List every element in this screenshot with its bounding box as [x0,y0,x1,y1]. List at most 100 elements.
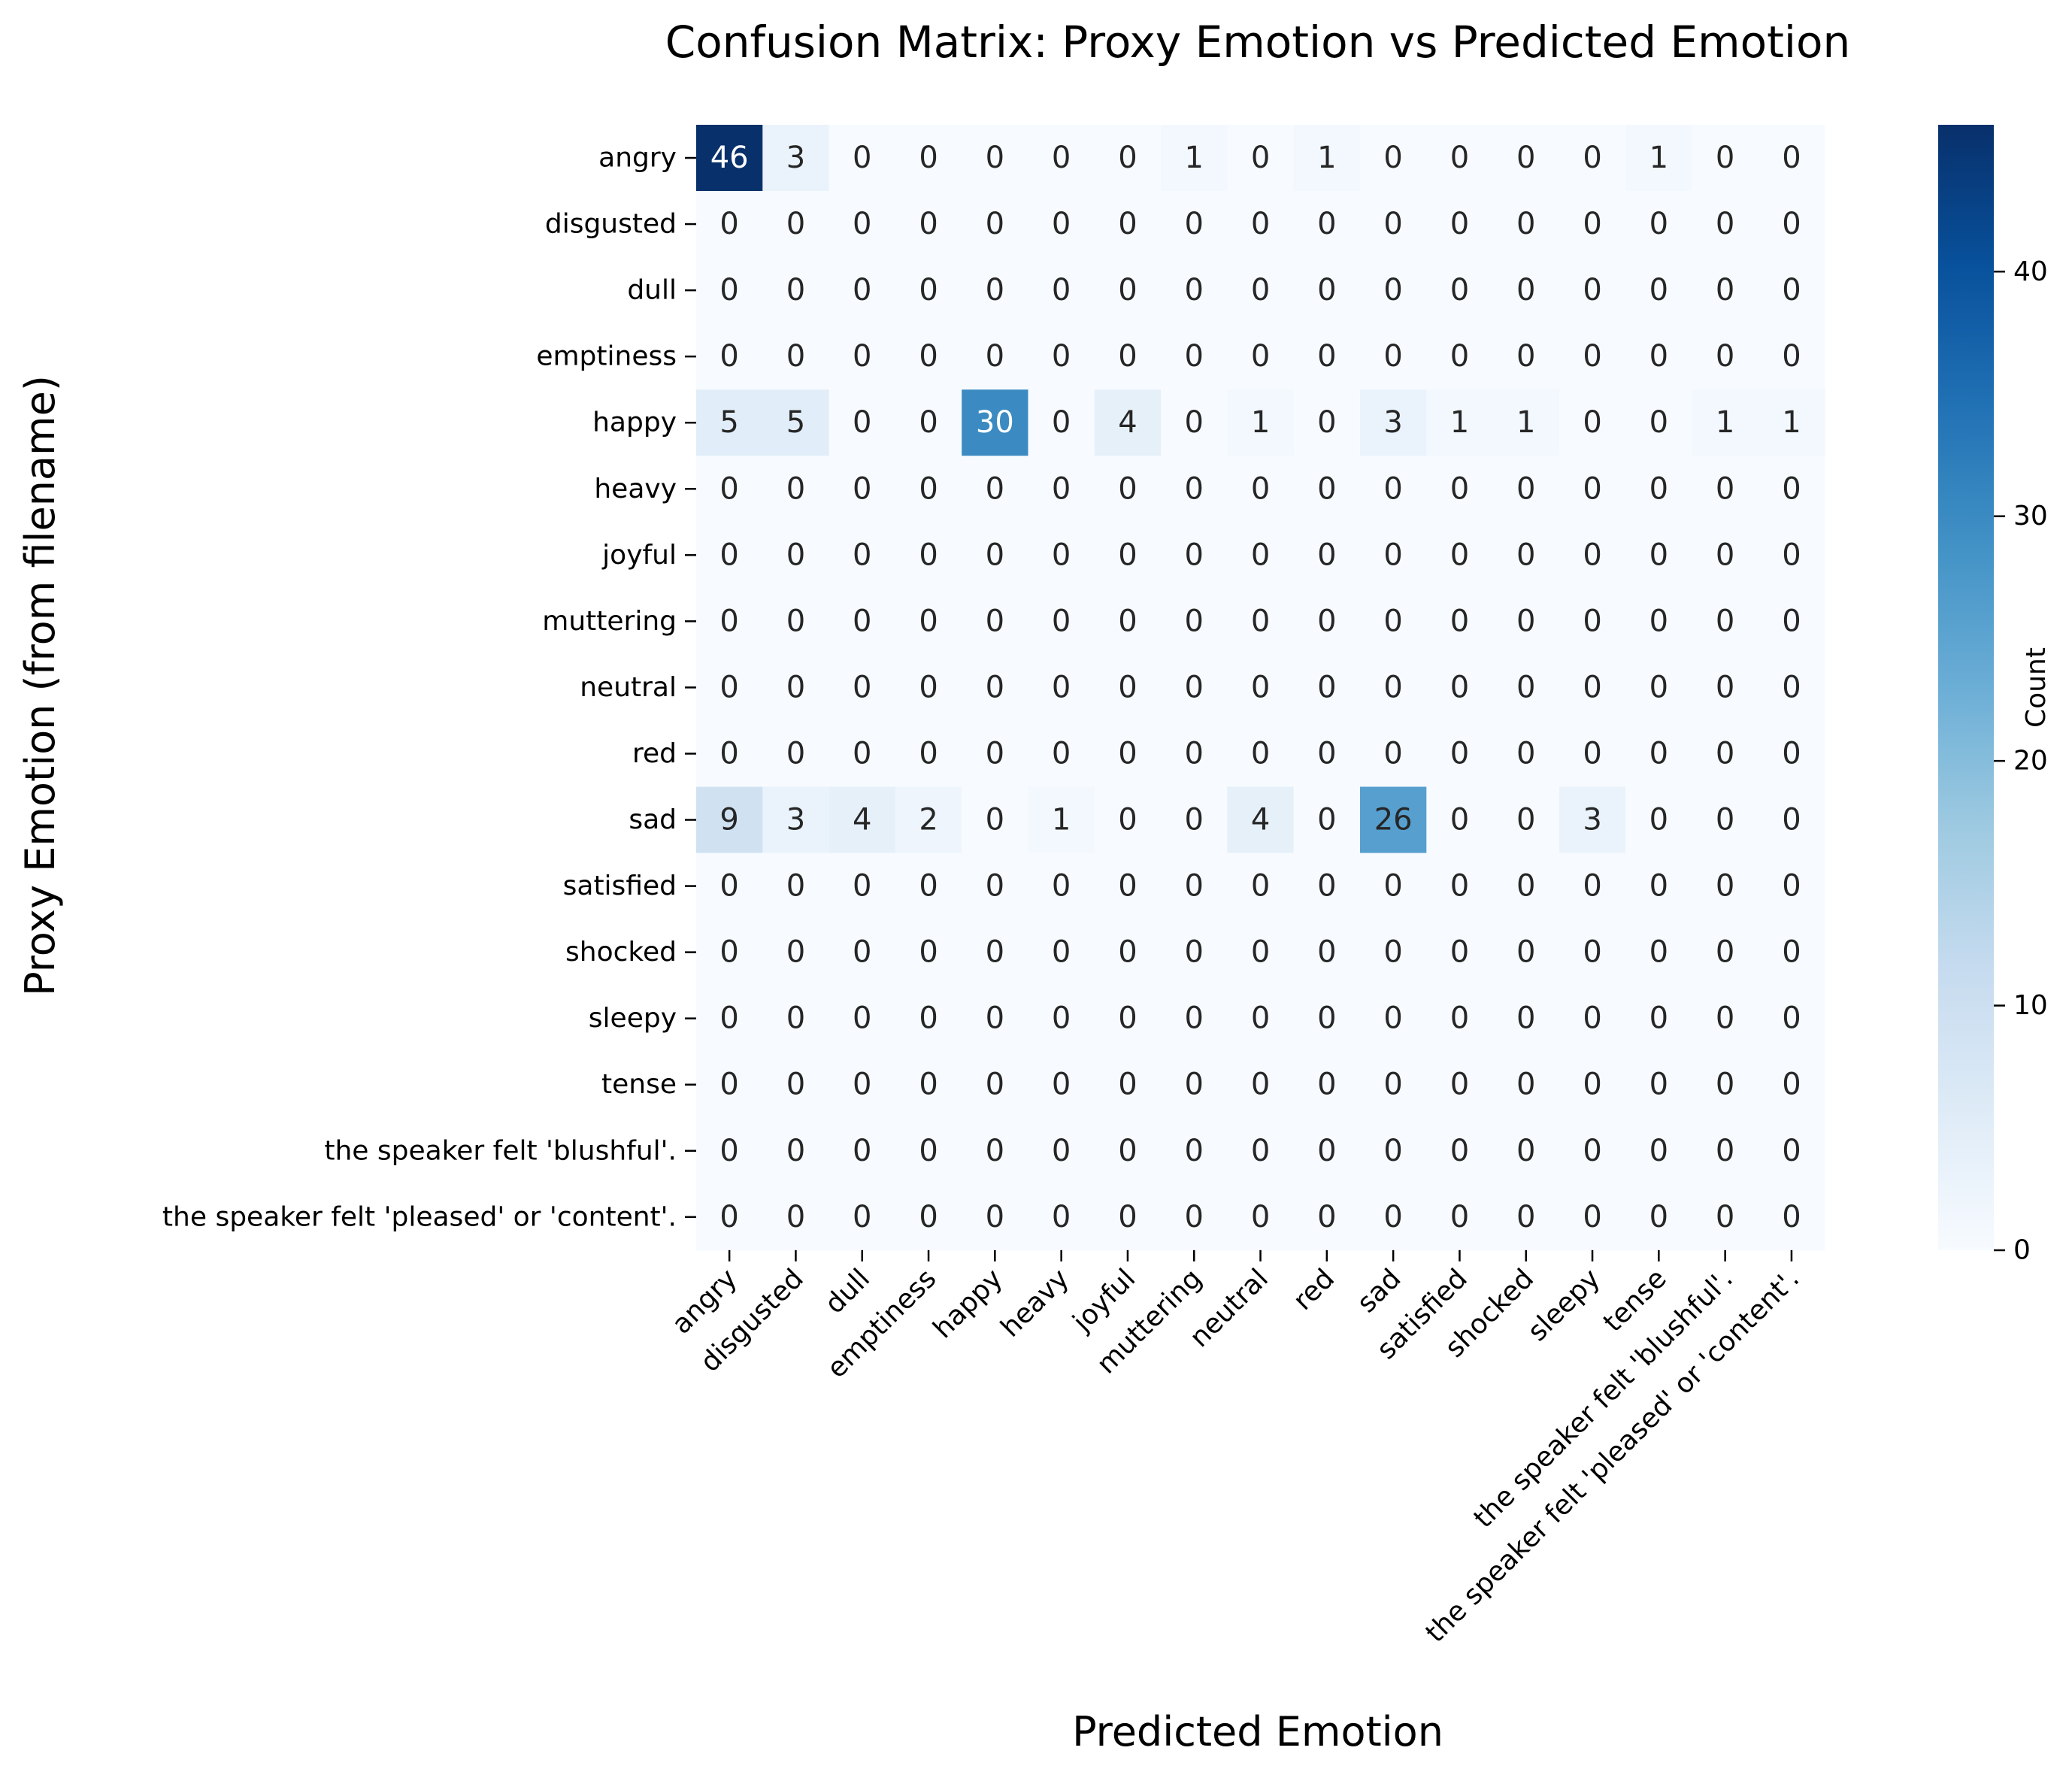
heatmap-cell [1692,720,1759,788]
cell-value-label: 0 [1317,604,1336,638]
heatmap-cell [1227,389,1295,456]
heatmap-cell [1559,1051,1626,1119]
cell-value-label: 4 [1118,405,1137,440]
cell-value-label: 0 [1251,670,1270,704]
cell-value-label: 0 [986,803,1004,837]
cell-value-label: 0 [853,538,871,572]
cell-value-label: 0 [1450,471,1469,506]
heatmap-cell [1625,588,1693,655]
cell-value-label: 0 [1649,935,1668,970]
cell-value-label: 3 [786,141,805,175]
cell-value-label: 0 [1118,604,1137,638]
heatmap-cell [962,522,1029,589]
heatmap-cell [1028,1117,1095,1185]
heatmap-cell [828,985,896,1053]
cell-value-label: 0 [1383,1001,1402,1036]
cell-value-label: 0 [1185,670,1204,704]
cell-value-label: 0 [786,1001,805,1036]
heatmap-cell [762,786,830,854]
cell-value-label: 0 [786,538,805,572]
heatmap-cell [1559,125,1626,192]
heatmap-cell [828,1051,896,1119]
heatmap-cell [1492,456,1560,522]
heatmap-cell [1028,456,1095,522]
heatmap-cell [828,720,896,788]
heatmap-cell [1028,720,1095,788]
heatmap-cell [1758,786,1825,854]
heatmap-cell [1559,257,1626,324]
cell-value-label: 0 [1251,538,1270,572]
heatmap-cell [1227,853,1295,920]
heatmap-cell [1625,786,1693,854]
cell-value-label: 0 [1649,405,1668,440]
cell-value-label: 0 [1649,736,1668,771]
cell-value-label: 0 [1052,1200,1071,1234]
heatmap-cell-labels: 46 3 0 0 0 0 0 1 0 1 0 0 0 0 1 0 0 0 0 0 0 0 0 0 0 0 0 0 0 0 0 0 0 0 0 0 0 0 0… [710,141,1801,1234]
heatmap-cell [1360,786,1427,854]
cell-value-label: 1 [1516,405,1535,440]
cell-value-label: 0 [986,604,1004,638]
heatmap-cell [1094,257,1162,324]
heatmap-cell [962,323,1029,390]
cell-value-label: 0 [1782,339,1801,374]
cell-value-label: 0 [1317,207,1336,241]
cell-value-label: 0 [719,538,738,572]
heatmap-cell [895,919,962,986]
heatmap-cell [1028,522,1095,589]
heatmap-cell [1161,389,1228,456]
cell-value-label: 0 [1383,538,1402,572]
heatmap-cell [962,1183,1029,1251]
cell-value-label: 0 [1317,869,1336,904]
heatmap-cell [1293,522,1361,589]
heatmap-cell [1492,985,1560,1053]
cell-value-label: 0 [1450,1134,1469,1168]
heatmap-cell [1293,919,1361,986]
cell-value-label: 0 [1516,935,1535,970]
cell-value-label: 0 [1716,339,1734,374]
heatmap-cell [1692,1117,1759,1185]
cell-value-label: 0 [1052,141,1071,175]
cell-value-label: 5 [786,405,805,440]
heatmap-cell [895,257,962,324]
cell-value-label: 1 [1450,405,1469,440]
cell-value-label: 0 [1383,207,1402,241]
cell-value-label: 0 [1782,604,1801,638]
heatmap-cell [696,588,763,655]
heatmap-cell [1492,654,1560,722]
heatmap-cell [1094,1051,1162,1119]
cell-value-label: 0 [1649,1001,1668,1036]
heatmap-cell [1028,389,1095,456]
heatmap-cell [1492,323,1560,390]
cell-value-label: 9 [719,803,738,837]
cell-value-label: 0 [1649,471,1668,506]
heatmap-cell [1360,919,1427,986]
heatmap-cell [762,257,830,324]
cell-value-label: 0 [1317,538,1336,572]
heatmap-cell [1559,522,1626,589]
cell-value-label: 0 [1649,1068,1668,1102]
heatmap-cell [762,323,830,390]
heatmap-cell [762,654,830,722]
cell-value-label: 46 [710,141,749,175]
y-tick-label: sad [629,804,677,835]
cell-value-label: 0 [719,604,738,638]
heatmap-cell [1028,323,1095,390]
cell-value-label: 0 [1516,273,1535,307]
heatmap-cell [1758,985,1825,1053]
cell-value-label: 0 [986,538,1004,572]
heatmap-cell [1426,919,1494,986]
cell-value-label: 2 [919,803,938,837]
cell-value-label: 0 [1383,471,1402,506]
cell-value-label: 0 [1450,141,1469,175]
cell-value-label: 1 [1649,141,1668,175]
cell-value-label: 0 [1583,538,1601,572]
cell-value-label: 0 [1185,1200,1204,1234]
cell-value-label: 0 [1251,1134,1270,1168]
heatmap-cell [1692,786,1759,854]
heatmap-cell [1559,323,1626,390]
heatmap-cell [696,257,763,324]
heatmap-cell [1028,919,1095,986]
cell-value-label: 0 [853,604,871,638]
colorbar: 0 10 20 30 40 Count [1938,125,2052,1266]
cell-value-label: 0 [719,1200,738,1234]
